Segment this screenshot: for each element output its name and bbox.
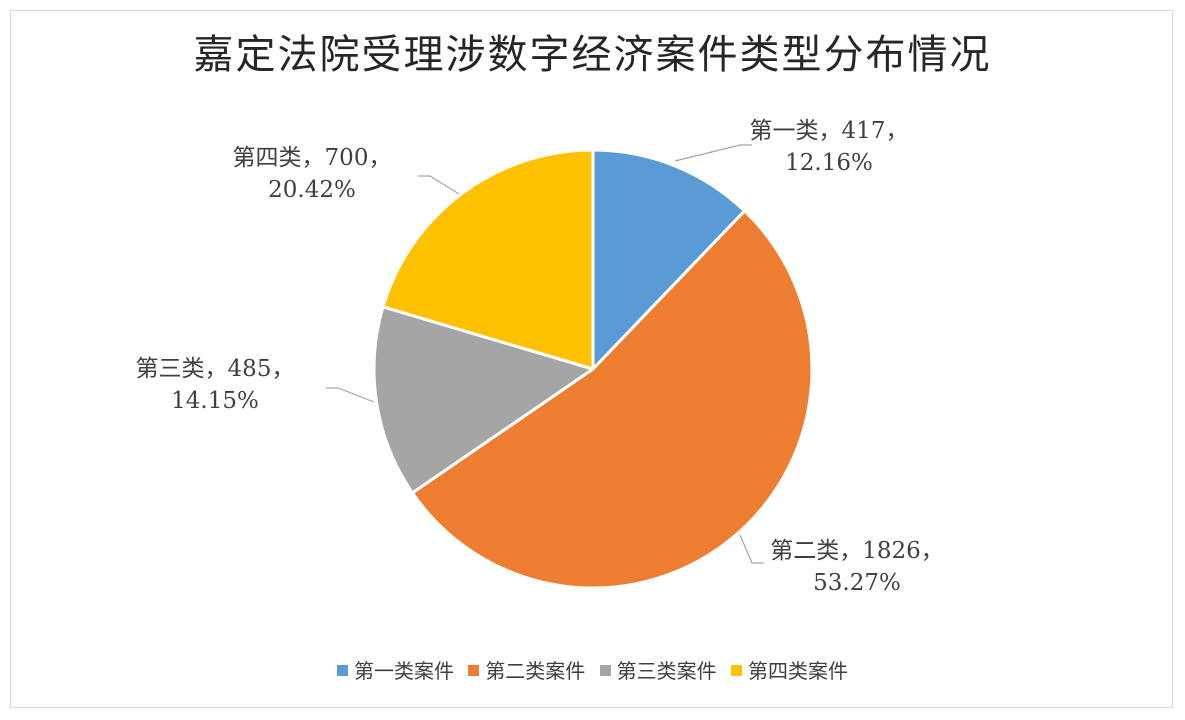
legend-item-3: 第三类案件 <box>599 655 717 684</box>
pie-slices <box>372 148 814 590</box>
legend-label-3: 第三类案件 <box>616 659 717 683</box>
legend-label-4: 第四类案件 <box>748 659 849 683</box>
pie-slice-4 <box>381 148 595 371</box>
legend-label-1: 第一类案件 <box>353 659 454 683</box>
legend-item-1: 第一类案件 <box>336 655 454 684</box>
data-label-category-2: 第二类，1826， <box>770 538 944 564</box>
legend-swatch-2 <box>468 665 480 676</box>
data-label-category-4: 第四类，700， <box>233 145 392 171</box>
legend-label-2: 第二类案件 <box>485 659 586 683</box>
data-label-percent-1: 12.16% <box>785 150 873 176</box>
data-label-percent-2: 53.27% <box>813 570 901 596</box>
legend-item-4: 第四类案件 <box>731 655 848 684</box>
data-labels: 第一类，417， 12.16% 第二类，1826， 53.27% 第三类，485， 14.… <box>136 118 944 596</box>
data-label-category-1: 第一类，417， <box>750 118 909 144</box>
chart-title: 嘉定法院受理涉数字经济案件类型分布情况 <box>193 32 992 78</box>
legend-item-2: 第二类案件 <box>468 655 585 684</box>
pie-slice-2 <box>410 209 814 590</box>
leader-line-2 <box>739 534 764 564</box>
data-label-percent-3: 14.15% <box>171 388 259 414</box>
pie-slice-1 <box>591 148 747 371</box>
legend: 第一类案件 第二类案件 第三类案件 第四类案件 <box>0 655 1185 684</box>
data-label-category-3: 第三类，485， <box>136 356 295 382</box>
legend-swatch-1 <box>336 665 348 676</box>
data-label-percent-4: 20.42% <box>268 177 356 203</box>
leader-line-4 <box>418 175 460 195</box>
leader-lines <box>326 144 764 564</box>
legend-swatch-4 <box>731 665 743 676</box>
leader-line-1 <box>674 144 752 162</box>
leader-line-3 <box>326 387 375 403</box>
legend-swatch-3 <box>599 665 611 676</box>
